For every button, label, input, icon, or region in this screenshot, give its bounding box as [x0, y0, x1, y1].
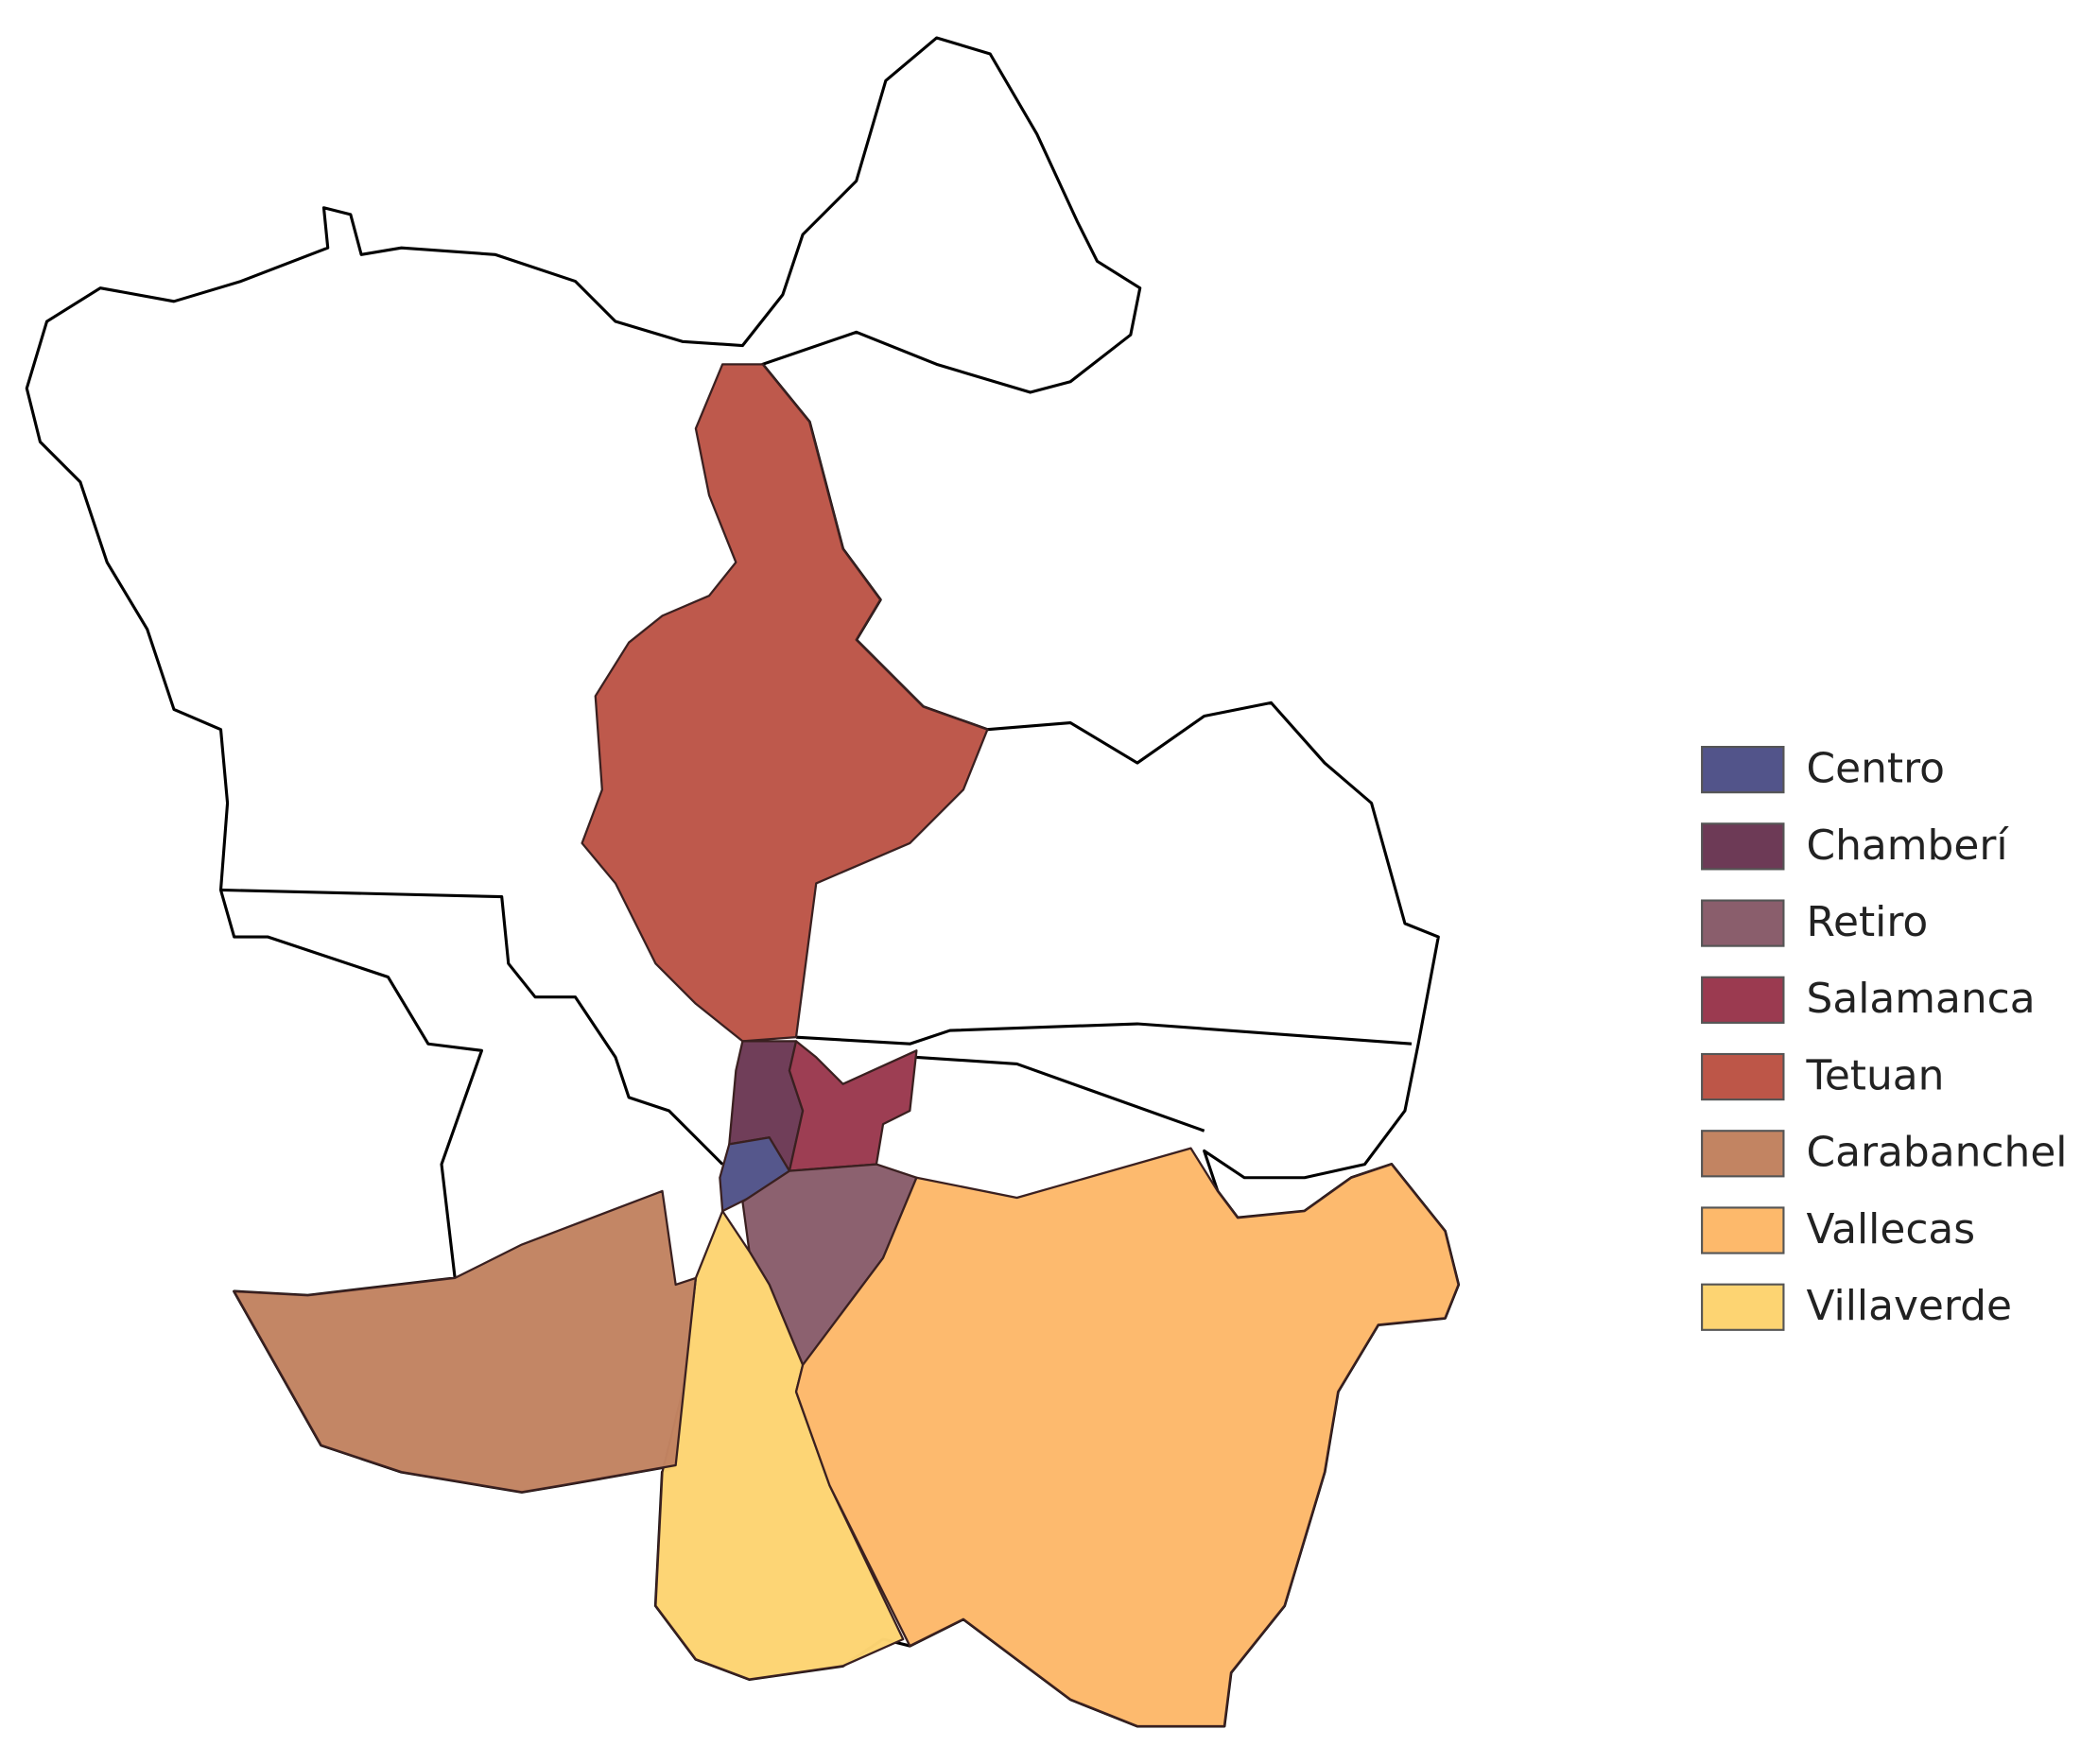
legend-label: Vallecas — [1806, 1205, 1975, 1254]
district-border — [916, 1055, 1205, 1133]
region-carabanchel — [233, 1189, 698, 1494]
region-salamanca — [788, 1040, 918, 1172]
legend-swatch — [1701, 1283, 1785, 1331]
region-tetuan — [581, 363, 989, 1043]
legend-swatch — [1701, 1130, 1785, 1178]
legend-label: Salamanca — [1806, 975, 2035, 1023]
legend-label: Chamberí — [1806, 821, 2009, 870]
legend-swatch — [1701, 746, 1785, 794]
legend-label: Centro — [1806, 745, 1945, 793]
legend-swatch — [1701, 1052, 1785, 1101]
legend-label: Retiro — [1806, 898, 1928, 946]
legend-swatch — [1701, 822, 1785, 871]
legend-label: Villaverde — [1806, 1282, 2012, 1330]
legend-label: Tetuan — [1805, 1051, 1944, 1099]
legend-swatch — [1701, 1206, 1785, 1254]
legend-swatch — [1701, 976, 1785, 1024]
district-border — [220, 888, 724, 1166]
legend: Centro Chamberí Retiro Salamanca Tetuan Carab… — [1701, 745, 2068, 1331]
legend-label: Carabanchel — [1806, 1129, 2067, 1177]
region-vallecas — [794, 1147, 1460, 1728]
district-border — [795, 1022, 1413, 1046]
legend-swatch — [1701, 899, 1785, 947]
